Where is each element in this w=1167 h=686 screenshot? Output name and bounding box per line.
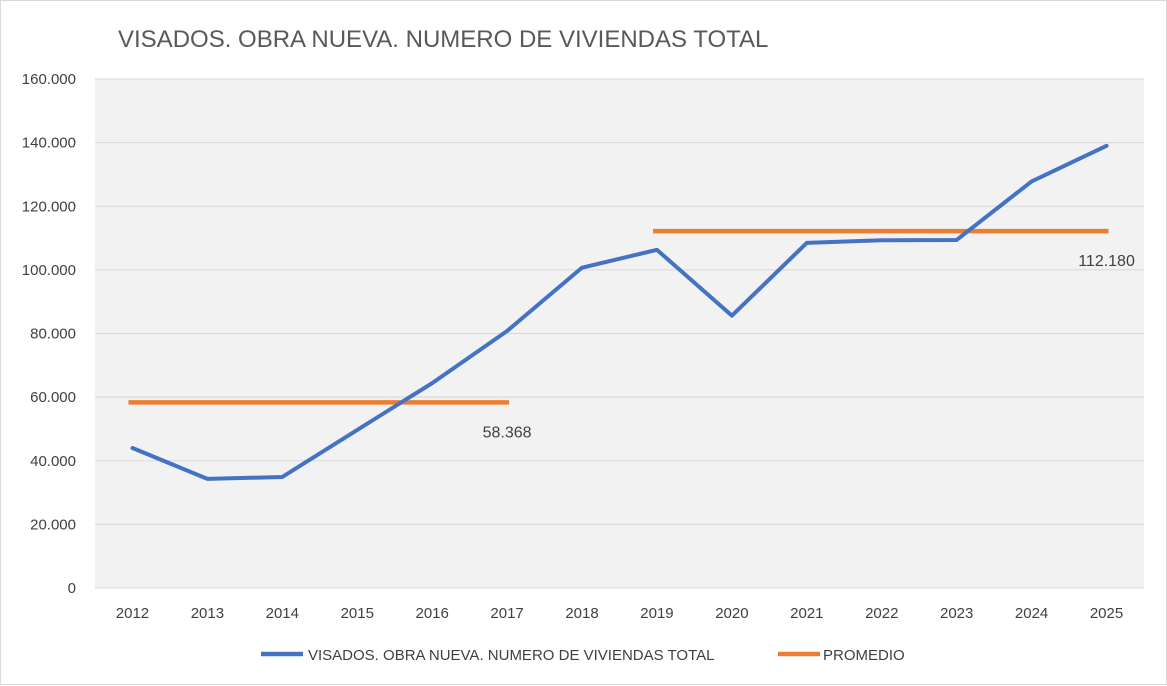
y-tick-label: 160.000 [22, 71, 76, 88]
x-tick-label: 2025 [1090, 605, 1123, 622]
y-tick-label: 0 [68, 580, 76, 597]
y-tick-label: 40.000 [30, 453, 76, 470]
series-line [130, 143, 1109, 481]
x-tick-label: 2021 [790, 605, 823, 622]
y-tick-label: 140.000 [22, 135, 76, 152]
y-tick-label: 100.000 [22, 262, 76, 279]
promedio-data-label: 112.180 [1078, 253, 1135, 270]
x-tick-label: 2024 [1015, 605, 1048, 622]
x-tick-label: 2014 [266, 605, 299, 622]
y-tick-label: 20.000 [30, 516, 76, 533]
x-tick-label: 2022 [865, 605, 898, 622]
chart-title: VISADOS. OBRA NUEVA. NUMERO DE VIVIENDAS… [118, 26, 768, 53]
x-tick-label: 2019 [640, 605, 673, 622]
legend-label-promedio: PROMEDIO [823, 647, 905, 664]
x-tick-label: 2016 [415, 605, 448, 622]
x-tick-label: 2017 [490, 605, 523, 622]
x-tick-label: 2018 [565, 605, 598, 622]
x-tick-label: 2015 [341, 605, 374, 622]
y-tick-label: 80.000 [30, 326, 76, 343]
x-tick-label: 2013 [191, 605, 224, 622]
x-tick-label: 2023 [940, 605, 973, 622]
y-tick-label: 60.000 [30, 389, 76, 406]
y-tick-label: 120.000 [22, 198, 76, 215]
x-tick-label: 2020 [715, 605, 748, 622]
promedio-data-label: 58.368 [483, 424, 532, 441]
x-tick-label: 2012 [116, 605, 149, 622]
legend-label-visados: VISADOS. OBRA NUEVA. NUMERO DE VIVIENDAS… [308, 647, 715, 664]
